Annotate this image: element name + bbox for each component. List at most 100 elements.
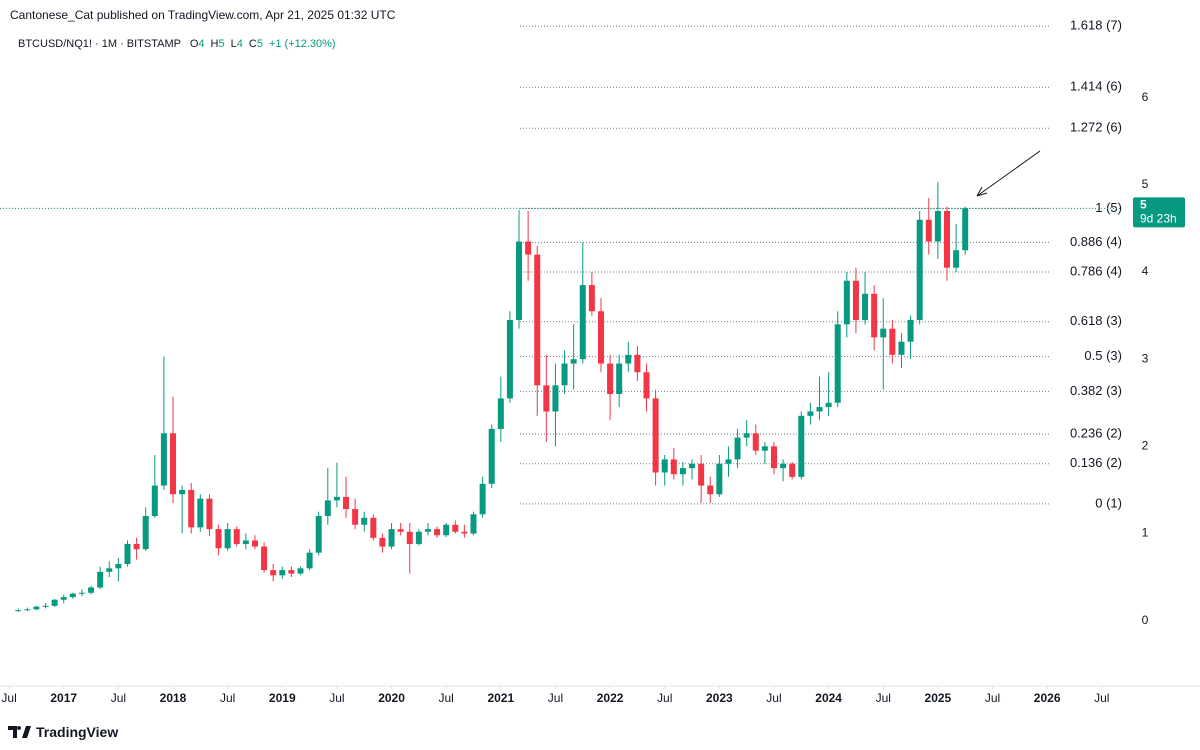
candle-body xyxy=(51,599,58,606)
candle-body xyxy=(224,529,231,549)
x-tick-label: 2026 xyxy=(1034,691,1061,705)
candle-body xyxy=(898,341,905,355)
x-tick-label: 2024 xyxy=(815,691,842,705)
candle-body xyxy=(188,489,195,528)
candle-body xyxy=(616,363,623,395)
candle-body xyxy=(661,459,668,473)
x-tick-label: Jul xyxy=(1,691,16,705)
x-tick-label: Jul xyxy=(439,691,454,705)
legend-key: L xyxy=(230,38,237,50)
candle-body xyxy=(807,411,814,416)
candle-body xyxy=(534,254,541,386)
candle-body xyxy=(261,546,268,571)
candle-body xyxy=(97,571,104,588)
candle-body xyxy=(306,552,313,569)
fib-label: 0.236 (2) xyxy=(1070,426,1122,441)
candle-body xyxy=(370,517,377,538)
candle-body xyxy=(852,280,859,320)
candle-body xyxy=(597,311,604,364)
candle-body xyxy=(124,543,131,564)
candle-body xyxy=(497,398,504,429)
candle-body xyxy=(488,428,495,484)
symbol: BTCUSD/NQ1! · 1M · BITSTAMP xyxy=(18,38,181,50)
x-tick-label: Jul xyxy=(766,691,781,705)
y-tick-label: 3 xyxy=(1142,351,1149,365)
candle-body xyxy=(15,610,22,612)
legend-value: 5 xyxy=(218,38,225,50)
candle-body xyxy=(142,516,149,550)
candle-body xyxy=(570,359,577,364)
candle-body xyxy=(315,516,322,553)
candle-body xyxy=(479,483,486,515)
legend: BTCUSD/NQ1! · 1M · BITSTAMP O4 H5 L4 C5 +1 (… xyxy=(18,38,342,50)
candle-body xyxy=(770,446,777,469)
x-tick-label: 2022 xyxy=(597,691,624,705)
candle-body xyxy=(761,446,768,451)
legend-key: O xyxy=(189,38,199,50)
candle-body xyxy=(233,529,240,544)
price-label: 5 xyxy=(1140,198,1147,212)
fib-label: 0.136 (2) xyxy=(1070,455,1122,470)
candle-body xyxy=(279,570,286,576)
fib-label: 0 (1) xyxy=(1095,495,1122,510)
fib-label: 0.5 (3) xyxy=(1084,348,1122,363)
candle-body xyxy=(752,433,759,451)
price-label-box xyxy=(1133,197,1185,228)
candle-body xyxy=(525,241,532,255)
candle-body xyxy=(834,324,841,403)
published-line: Cantonese_Cat published on TradingView.c… xyxy=(10,8,396,22)
x-tick-label: 2025 xyxy=(925,691,952,705)
candle-body xyxy=(160,433,167,486)
candle-body xyxy=(78,592,85,594)
candle-body xyxy=(934,211,941,242)
candle-body xyxy=(825,402,832,408)
x-tick-label: Jul xyxy=(657,691,672,705)
candle-body xyxy=(88,587,95,593)
fib-label: 1.272 (6) xyxy=(1070,120,1122,135)
candle-body xyxy=(880,328,887,338)
candle-body xyxy=(943,211,950,268)
candle-body xyxy=(60,597,67,600)
candle-body xyxy=(415,531,422,544)
candle-body xyxy=(379,537,386,547)
candle-body xyxy=(862,293,869,320)
legend-key: H xyxy=(210,38,219,50)
candle-body xyxy=(643,372,650,399)
candle-body xyxy=(816,407,823,412)
candle-body xyxy=(925,219,932,242)
x-tick-label: 2021 xyxy=(487,691,514,705)
x-tick-label: Jul xyxy=(329,691,344,705)
candle-body xyxy=(907,319,914,342)
arrow xyxy=(976,150,1041,197)
candle-body xyxy=(343,496,350,510)
logo-shape xyxy=(8,726,31,738)
candle-body xyxy=(725,459,732,464)
candle-body xyxy=(516,241,523,320)
candle-body xyxy=(69,593,76,598)
candle-body xyxy=(561,363,568,386)
fib-label: 1.414 (6) xyxy=(1070,79,1122,94)
y-tick-label: 2 xyxy=(1142,439,1149,453)
candle-body xyxy=(242,540,249,544)
candle-body xyxy=(361,517,368,525)
brand: TradingView xyxy=(36,724,119,740)
candle-body xyxy=(133,543,140,550)
candle-body xyxy=(452,524,459,532)
candle-body xyxy=(115,563,122,569)
candle-body xyxy=(461,531,468,534)
x-tick-label: Jul xyxy=(548,691,563,705)
countdown: 9d 23h xyxy=(1140,212,1177,226)
candle-body xyxy=(607,363,614,395)
candle-body xyxy=(634,354,641,373)
candle-body xyxy=(679,468,686,475)
candle-body xyxy=(106,568,113,572)
x-tick-label: 2017 xyxy=(50,691,77,705)
candle-body xyxy=(506,319,513,399)
x-tick-label: 2019 xyxy=(269,691,296,705)
fib-label: 0.382 (3) xyxy=(1070,383,1122,398)
candle-body xyxy=(297,568,304,574)
candle-body xyxy=(698,463,705,486)
x-tick-label: Jul xyxy=(876,691,891,705)
